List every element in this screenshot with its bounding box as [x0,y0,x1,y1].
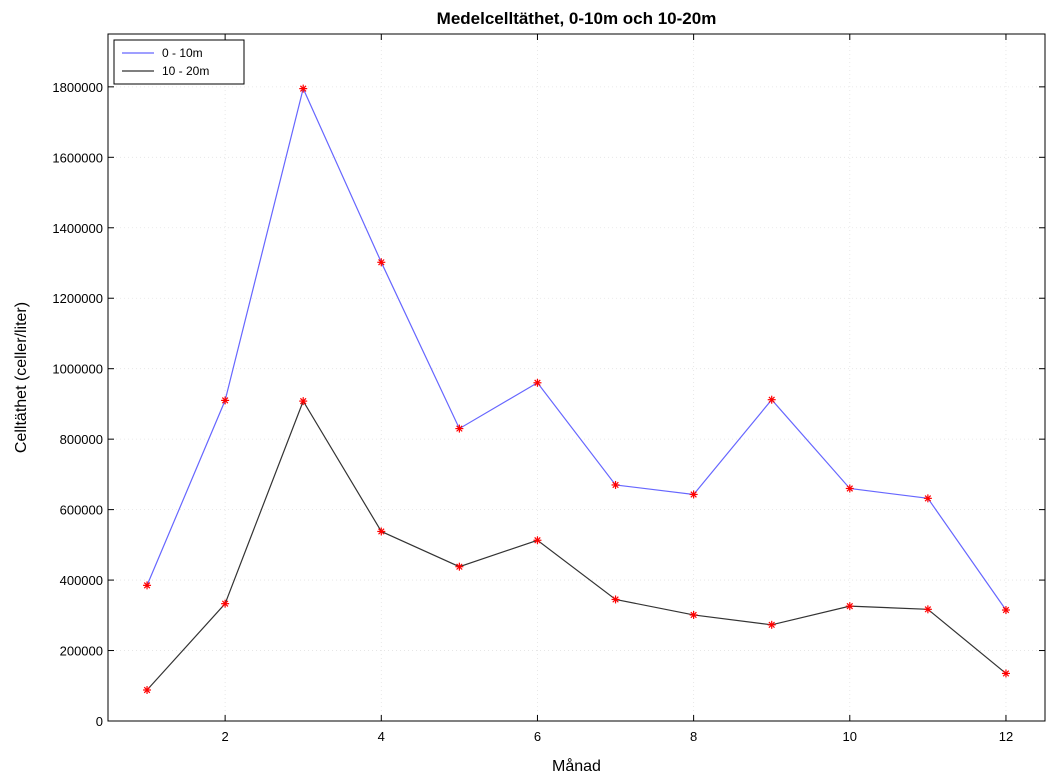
chart-title: Medelcelltäthet, 0-10m och 10-20m [437,9,717,28]
data-point [689,610,698,619]
series-line-1 [146,86,1007,611]
y-tick-label: 1200000 [52,291,103,306]
data-point [689,490,698,499]
y-tick-label: 400000 [60,573,103,588]
data-point [767,620,776,629]
data-point [767,395,776,404]
x-tick-label: 4 [378,729,385,744]
data-point [923,494,932,503]
y-tick-label: 1600000 [52,150,103,165]
data-point [377,527,386,536]
data-point [455,424,464,433]
data-point [533,378,542,387]
plot-area [107,33,1046,722]
data-point [299,84,308,93]
data-point [611,595,620,604]
y-axis-label: Celltäthet (celler/liter) [13,302,30,453]
x-tick-label: 12 [999,729,1013,744]
y-tick-label: 200000 [60,644,103,659]
data-point [1001,669,1010,678]
y-tick-label: 800000 [60,432,103,447]
data-point [221,599,230,608]
data-point [923,605,932,614]
series-line-2 [146,399,1007,691]
data-point [845,484,854,493]
y-tick-label: 1800000 [52,80,103,95]
x-tick-label: 10 [843,729,857,744]
x-tick-label: 8 [690,729,697,744]
x-tick-label: 6 [534,729,541,744]
y-tick-label: 1000000 [52,362,103,377]
data-point [533,536,542,545]
data-point [299,397,308,406]
y-tick-label: 0 [96,714,103,729]
legend: 0 - 10m 10 - 20m [113,39,245,85]
x-axis-label: Månad [552,757,601,775]
legend-entry: 10 - 20m [162,64,209,78]
axis-ticks: 0 200000 400000 600000 800000 1000000 1200000 1… [52,34,1045,744]
legend-box [113,39,245,85]
data-point [1001,606,1010,615]
data-point [455,562,464,571]
data-point [221,396,230,405]
data-point [377,258,386,267]
data-point [143,581,152,590]
legend-entry: 0 - 10m [162,46,203,60]
y-tick-label: 1400000 [52,221,103,236]
data-point [611,480,620,489]
data-markers [143,84,1010,694]
grid [108,34,1045,721]
data-point [143,685,152,694]
y-tick-label: 600000 [60,503,103,518]
series-lines [146,86,1007,691]
data-point [845,602,854,611]
x-tick-label: 2 [222,729,229,744]
